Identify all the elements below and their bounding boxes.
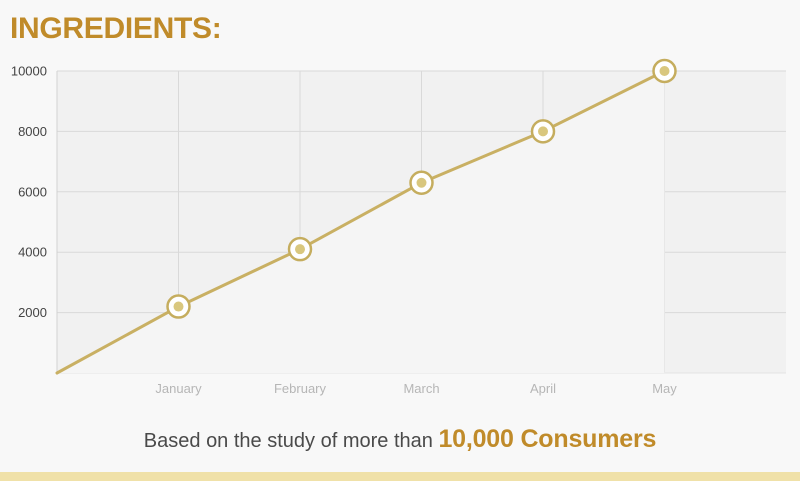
data-point-marker[interactable] [652,58,677,84]
x-tick-label: January [155,381,202,396]
marker-core [173,301,184,312]
data-point-markers[interactable] [166,58,677,319]
x-tick-label: April [530,381,556,396]
marker-core [659,66,670,76]
x-axis-tick-labels: January February March April May [155,381,677,396]
chart-canvas: 2000 4000 6000 8000 10000 January February Mar… [11,58,786,396]
y-tick-label: 2000 [18,305,47,320]
marker-core [416,177,427,188]
caption: Based on the study of more than 10,000 C… [0,424,800,456]
area-fill [57,71,665,373]
data-point-marker[interactable] [287,236,313,262]
marker-core [538,126,548,137]
bottom-accent-bar [0,472,800,481]
y-tick-label: 6000 [18,184,47,199]
x-tick-label: February [274,381,327,396]
data-point-marker[interactable] [530,119,556,144]
y-tick-label: 8000 [18,124,47,139]
marker-core [295,244,305,255]
y-tick-label: 4000 [18,245,47,260]
caption-lead-text: Based on the study of more than [143,430,439,452]
line-chart: 2000 4000 6000 8000 10000 January February Mar… [11,58,786,396]
data-point-marker[interactable] [166,294,191,319]
x-tick-label: March [403,381,439,396]
caption-highlight-text: 10,000 Consumers [438,425,657,453]
y-axis-tick-labels: 2000 4000 6000 8000 10000 [11,64,47,321]
page-title: INGREDIENTS: [10,12,222,45]
x-tick-label: May [652,381,677,396]
y-tick-label: 10000 [11,64,47,79]
data-line [55,69,666,375]
data-point-marker[interactable] [409,170,434,195]
